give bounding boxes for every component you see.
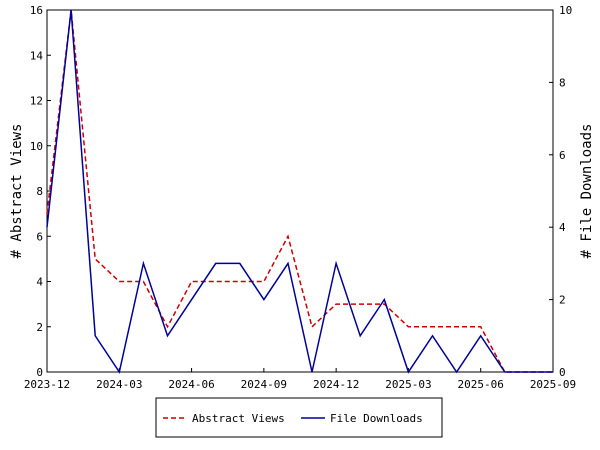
y2-tick-label: 0 xyxy=(559,366,566,379)
legend-box xyxy=(155,397,443,438)
y-tick-label: 14 xyxy=(30,49,44,62)
y-tick-label: 16 xyxy=(30,4,43,17)
y-tick-label: 2 xyxy=(36,321,43,334)
x-tick-label: 2025-06 xyxy=(458,378,504,391)
y-tick-label: 10 xyxy=(30,140,43,153)
y2-tick-label: 4 xyxy=(559,221,566,234)
x-tick-label: 2025-03 xyxy=(385,378,431,391)
x-tick-label: 2024-09 xyxy=(241,378,287,391)
legend-label: File Downloads xyxy=(330,412,423,425)
axes: 0 2 4 6 8 10 12 14 16 0 2 4 6 8 10 2023-12 2024-03 2024-0… xyxy=(9,4,595,391)
y2-axis-title: # File Downloads xyxy=(579,124,595,259)
file-downloads-line xyxy=(46,9,553,374)
y-axis-title: # Abstract Views xyxy=(9,124,25,259)
x-tick-label: 2024-12 xyxy=(313,378,359,391)
x-tick-label: 2024-06 xyxy=(168,378,214,391)
y2-tick-label: 6 xyxy=(559,149,566,162)
legend: Abstract Views File Downloads xyxy=(155,397,443,438)
y-tick-label: 0 xyxy=(36,366,43,379)
y-tick-label: 8 xyxy=(36,185,43,198)
y2-tick-label: 2 xyxy=(559,294,566,307)
legend-label: Abstract Views xyxy=(192,412,285,425)
x-tick-label: 2025-09 xyxy=(530,378,576,391)
y2-tick-label: 10 xyxy=(559,4,572,17)
abstract-views-line xyxy=(46,9,553,373)
x-tick-label: 2024-03 xyxy=(96,378,142,391)
y-tick-label: 4 xyxy=(36,276,43,289)
x-tick-label: 2023-12 xyxy=(24,378,70,391)
series-lines xyxy=(46,9,554,374)
y-tick-label: 6 xyxy=(36,230,43,243)
y-tick-label: 12 xyxy=(30,95,43,108)
y2-tick-label: 8 xyxy=(559,76,566,89)
